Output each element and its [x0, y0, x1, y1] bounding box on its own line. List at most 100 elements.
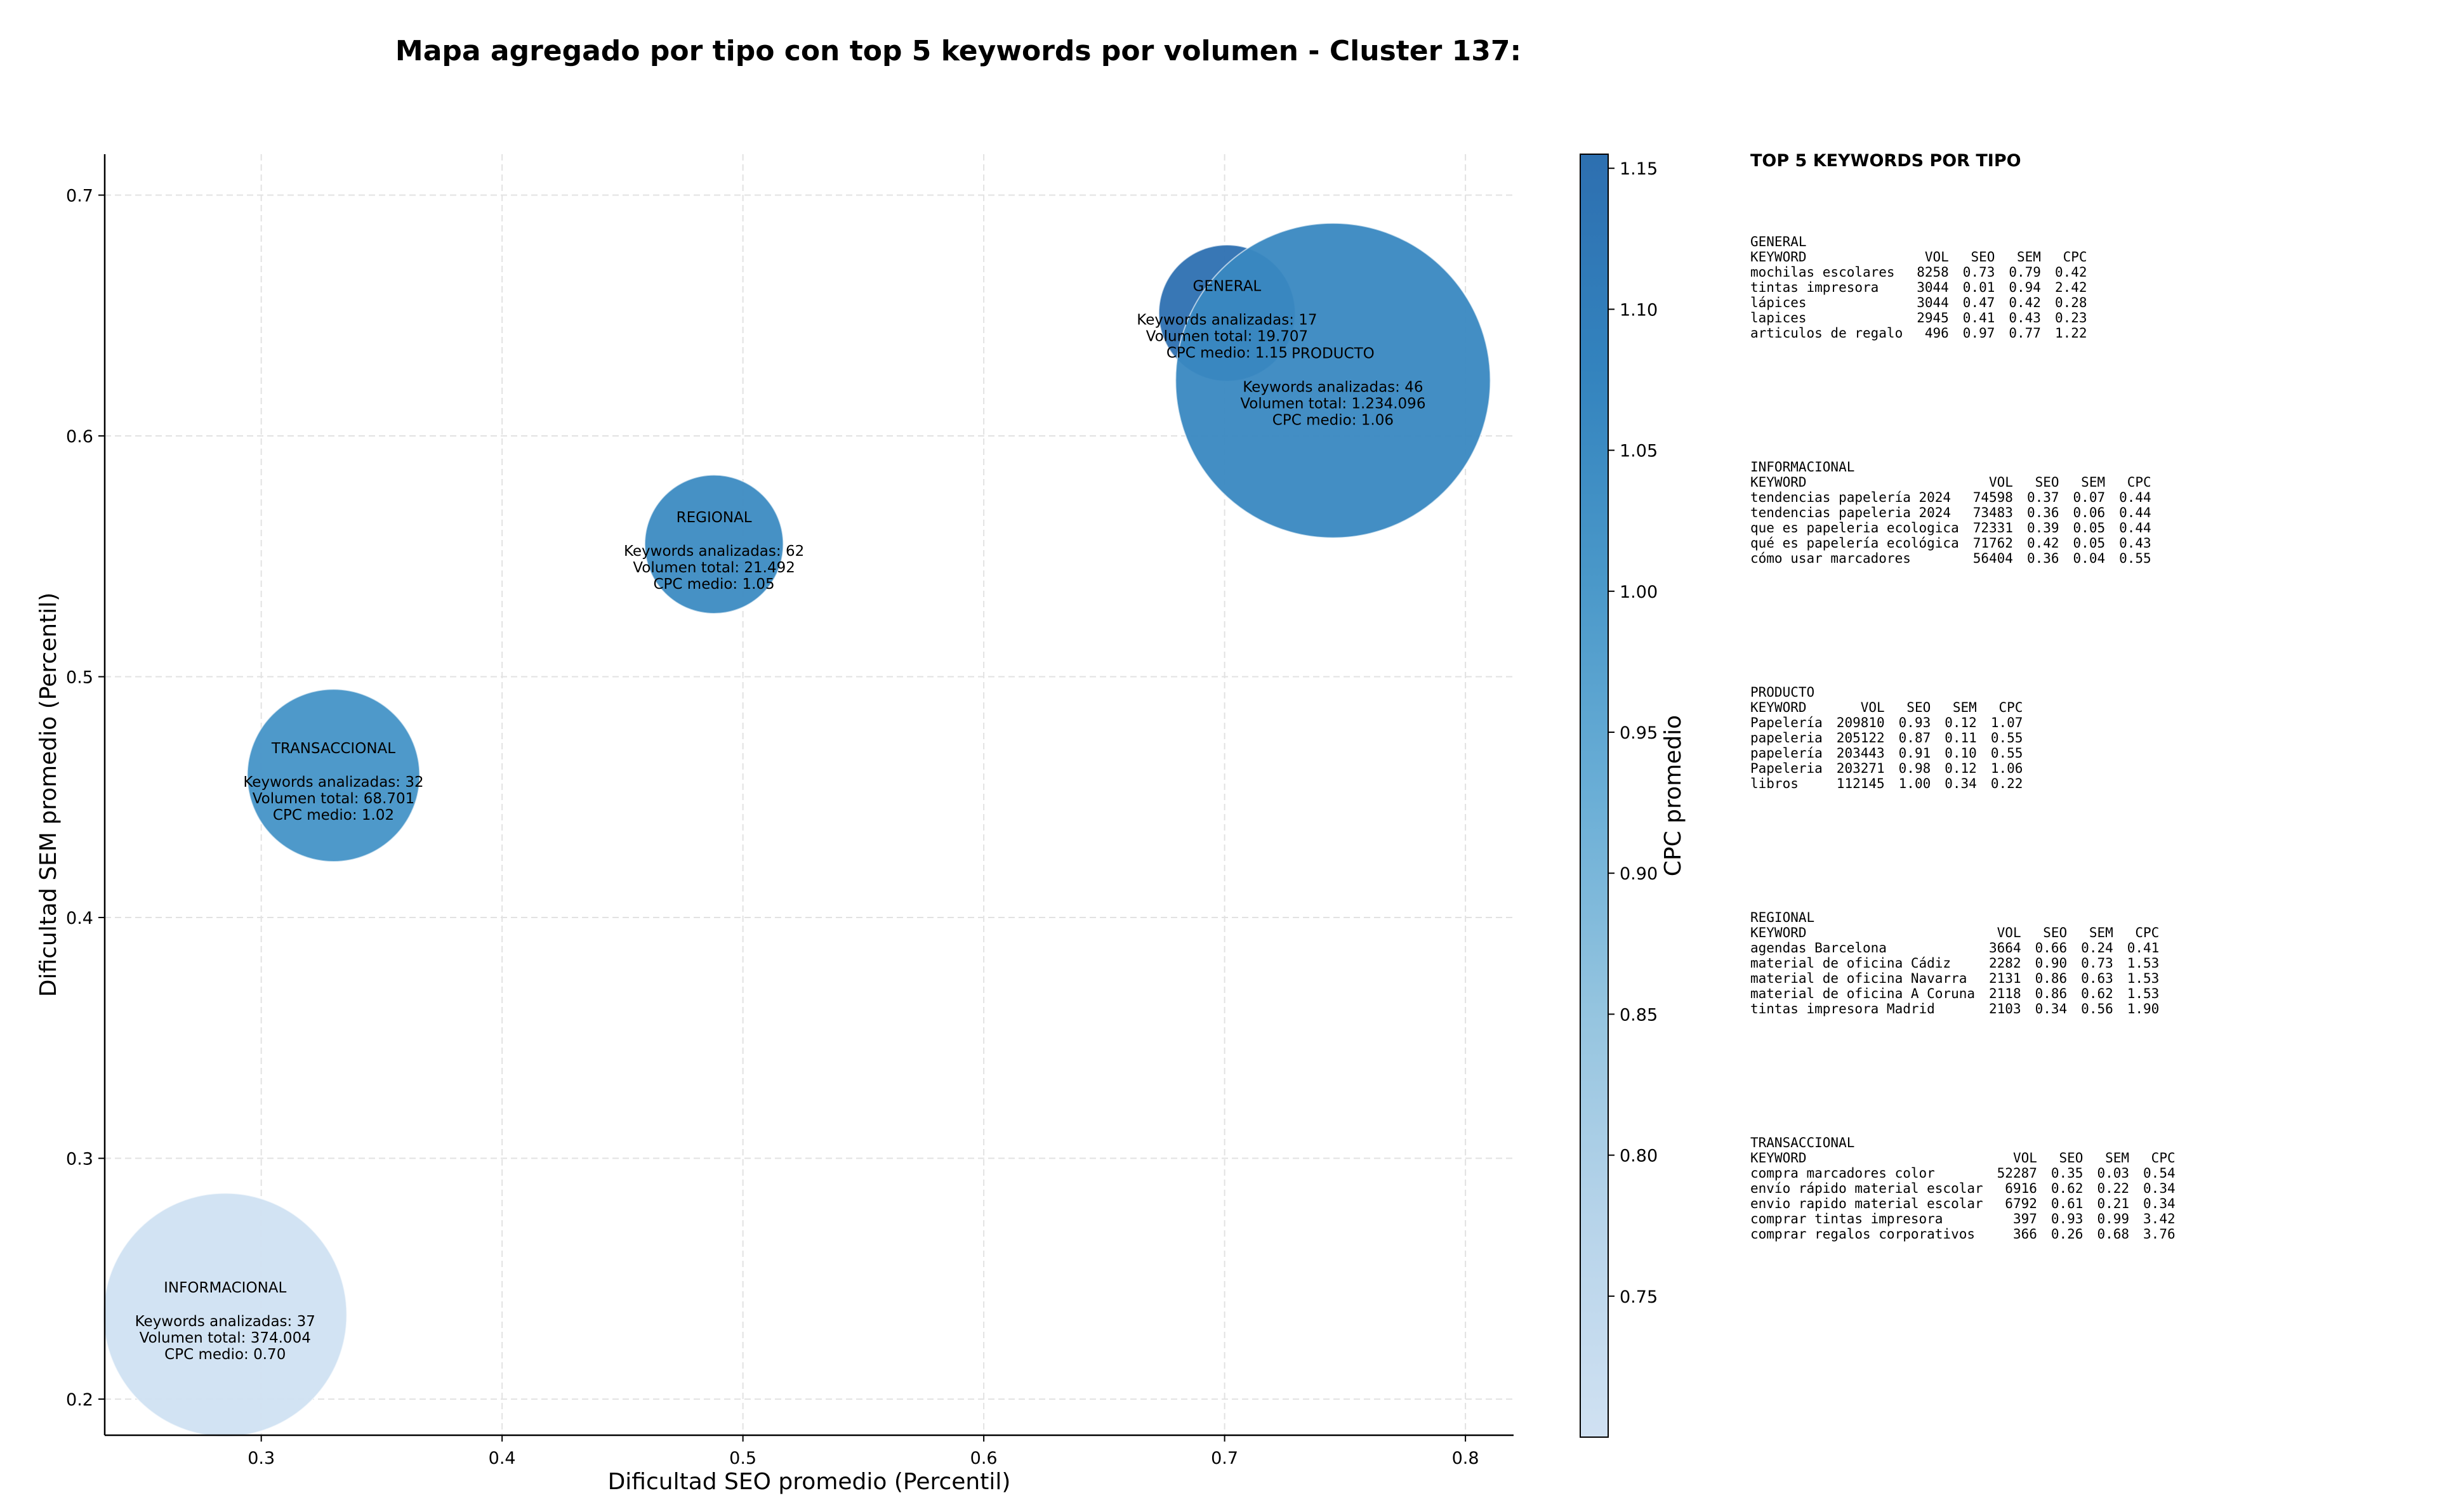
bubble-producto — [1175, 222, 1491, 539]
keyword-cell: material de oficina A Coruna — [1750, 986, 1976, 1001]
colorbar-tick-label: 0.80 — [1620, 1147, 1658, 1166]
value-cell: 0.21 — [2097, 1196, 2130, 1211]
table-row: envío rápido material escolar 6916 0.62 0.2… — [1750, 1181, 2176, 1196]
value-cell: 209810 — [1836, 715, 1885, 730]
tables-heading: TOP 5 KEYWORDS POR TIPO — [1750, 151, 2021, 171]
keyword-cell: tintas impresora — [1750, 280, 1879, 295]
table-section-title: GENERAL — [1750, 234, 1807, 249]
y-tick-label: 0.7 — [66, 187, 93, 206]
value-cell: 366 — [2012, 1226, 2037, 1242]
value-cell: 0.35 — [2051, 1166, 2084, 1181]
column-header: SEO — [2043, 925, 2068, 940]
keyword-tables-panel: TOP 5 KEYWORDS POR TIPO GENERAL KEYWORD VO… — [1750, 151, 2423, 1242]
value-cell: 0.44 — [2119, 490, 2151, 505]
bubble-transaccional — [246, 688, 421, 863]
y-axis-label: Dificultad SEM promedio (Percentil) — [36, 593, 62, 997]
value-cell: 1.07 — [1990, 715, 2023, 730]
table-row: lápices 3044 0.47 0.42 0.28 — [1750, 295, 2087, 310]
value-cell: 0.04 — [2073, 551, 2106, 566]
value-cell: 0.79 — [2009, 265, 2041, 280]
table-header-row: KEYWORD VOL SEO SEM CPC — [1750, 925, 2159, 940]
table-section-title: TRANSACCIONAL — [1750, 1135, 1855, 1150]
bubble-stat-text: Keywords analizadas: 62 — [624, 543, 804, 560]
colorbar-scale — [1580, 154, 1609, 1438]
bubble-stat-text: CPC medio: 1.15 — [1166, 345, 1288, 361]
table-row: envio rapido material escolar 6792 0.61 0.2… — [1750, 1196, 2176, 1211]
bubble-stat-text: Volumen total: 374.004 — [140, 1330, 311, 1346]
value-cell: 0.05 — [2073, 520, 2106, 536]
value-cell: 0.98 — [1898, 761, 1931, 776]
column-header: SEM — [1952, 700, 1977, 715]
bubble-stat-text: Keywords analizadas: 46 — [1243, 379, 1423, 396]
column-header: VOL — [2012, 1150, 2037, 1166]
colorbar-tick-label: 0.75 — [1620, 1287, 1658, 1307]
table-header-row: KEYWORD VOL SEO SEM CPC — [1750, 249, 2087, 265]
bubble-stat-text: Volumen total: 68.701 — [253, 791, 415, 807]
table-row: tintas impresora Madrid 2103 0.34 0.56 1.90 — [1750, 1001, 2159, 1016]
value-cell: 2118 — [1989, 986, 2021, 1001]
table-row: tintas impresora 3044 0.01 0.94 2.42 — [1750, 280, 2087, 295]
value-cell: 0.44 — [2119, 505, 2151, 520]
value-cell: 0.62 — [2081, 986, 2113, 1001]
axes: 0.3 0.4 0.5 0.6 0.7 0.8 0.2 0.3 0.4 0.5 0.6 0.7 Difi… — [36, 154, 1514, 1495]
value-cell: 6916 — [2005, 1181, 2037, 1196]
table-row: papelería 203443 0.91 0.10 0.55 — [1750, 746, 2023, 761]
value-cell: 3.76 — [2143, 1226, 2176, 1242]
value-cell: 0.87 — [1898, 730, 1931, 746]
value-cell: 8258 — [1917, 265, 1949, 280]
value-cell: 0.55 — [2119, 551, 2151, 566]
table-row: compra marcadores color 52287 0.35 0.03 0.54 — [1750, 1166, 2176, 1181]
value-cell: 74598 — [1972, 490, 2013, 505]
value-cell: 0.55 — [1990, 730, 2023, 746]
value-cell: 203271 — [1836, 761, 1885, 776]
column-header: CPC — [2151, 1150, 2176, 1166]
value-cell: 0.93 — [2051, 1211, 2084, 1226]
y-tick-label: 0.2 — [66, 1390, 93, 1410]
value-cell: 0.23 — [2054, 310, 2087, 325]
value-cell: 73483 — [1972, 505, 2013, 520]
x-tick-label: 0.4 — [489, 1449, 516, 1468]
x-tick-label: 0.8 — [1452, 1449, 1479, 1468]
keyword-cell: Papeleria — [1750, 761, 1823, 776]
value-cell: 0.06 — [2073, 505, 2106, 520]
keyword-cell: agendas Barcelona — [1750, 940, 1887, 956]
value-cell: 112145 — [1836, 776, 1885, 791]
bubble-label: TRANSACCIONAL — [271, 740, 395, 757]
value-cell: 0.68 — [2097, 1226, 2130, 1242]
keyword-cell: compra marcadores color — [1750, 1166, 1935, 1181]
value-cell: 0.34 — [2143, 1196, 2176, 1211]
value-cell: 0.93 — [1898, 715, 1931, 730]
column-header: SEO — [2035, 475, 2059, 490]
column-header: SEO — [2059, 1150, 2084, 1166]
table-row: qué es papelería ecológica 71762 0.42 0.05 0… — [1750, 536, 2151, 551]
value-cell: 2.42 — [2054, 280, 2087, 295]
value-cell: 0.07 — [2073, 490, 2106, 505]
x-axis-label: Dificultad SEO promedio (Percentil) — [608, 1469, 1011, 1495]
value-cell: 0.43 — [2009, 310, 2041, 325]
table-row: articulos de regalo 496 0.97 0.77 1.22 — [1750, 325, 2087, 341]
y-tick-label: 0.4 — [66, 909, 93, 928]
colorbar-tick-label: 1.00 — [1620, 582, 1658, 602]
keyword-cell: material de oficina Navarra — [1750, 971, 1967, 986]
value-cell: 0.73 — [1962, 265, 1995, 280]
table-row: lapices 2945 0.41 0.43 0.23 — [1750, 310, 2087, 325]
value-cell: 2131 — [1989, 971, 2021, 986]
column-header: CPC — [2127, 475, 2151, 490]
table-section-title: INFORMACIONAL — [1750, 459, 1855, 475]
value-cell: 0.97 — [1962, 325, 1995, 341]
table-row: tendencias papelería 2024 74598 0.37 0.07 0.… — [1750, 490, 2151, 505]
table-row: papeleria 205122 0.87 0.11 0.55 — [1750, 730, 2023, 746]
value-cell: 0.42 — [2009, 295, 2041, 310]
value-cell: 56404 — [1972, 551, 2013, 566]
bubble-stat-text: Keywords analizadas: 32 — [243, 774, 423, 791]
table-header-row: KEYWORD VOL SEO SEM CPC — [1750, 700, 2023, 715]
colorbar-tick-label: 1.05 — [1620, 442, 1658, 461]
keyword-cell: lapices — [1750, 310, 1807, 325]
table-row: cómo usar marcadores 56404 0.36 0.04 0.55 — [1750, 551, 2151, 566]
keyword-cell: envío rápido material escolar — [1750, 1181, 1983, 1196]
value-cell: 0.41 — [2127, 940, 2160, 956]
column-header: KEYWORD — [1750, 1150, 1807, 1166]
y-tick-label: 0.3 — [66, 1150, 93, 1169]
value-cell: 0.63 — [2081, 971, 2113, 986]
